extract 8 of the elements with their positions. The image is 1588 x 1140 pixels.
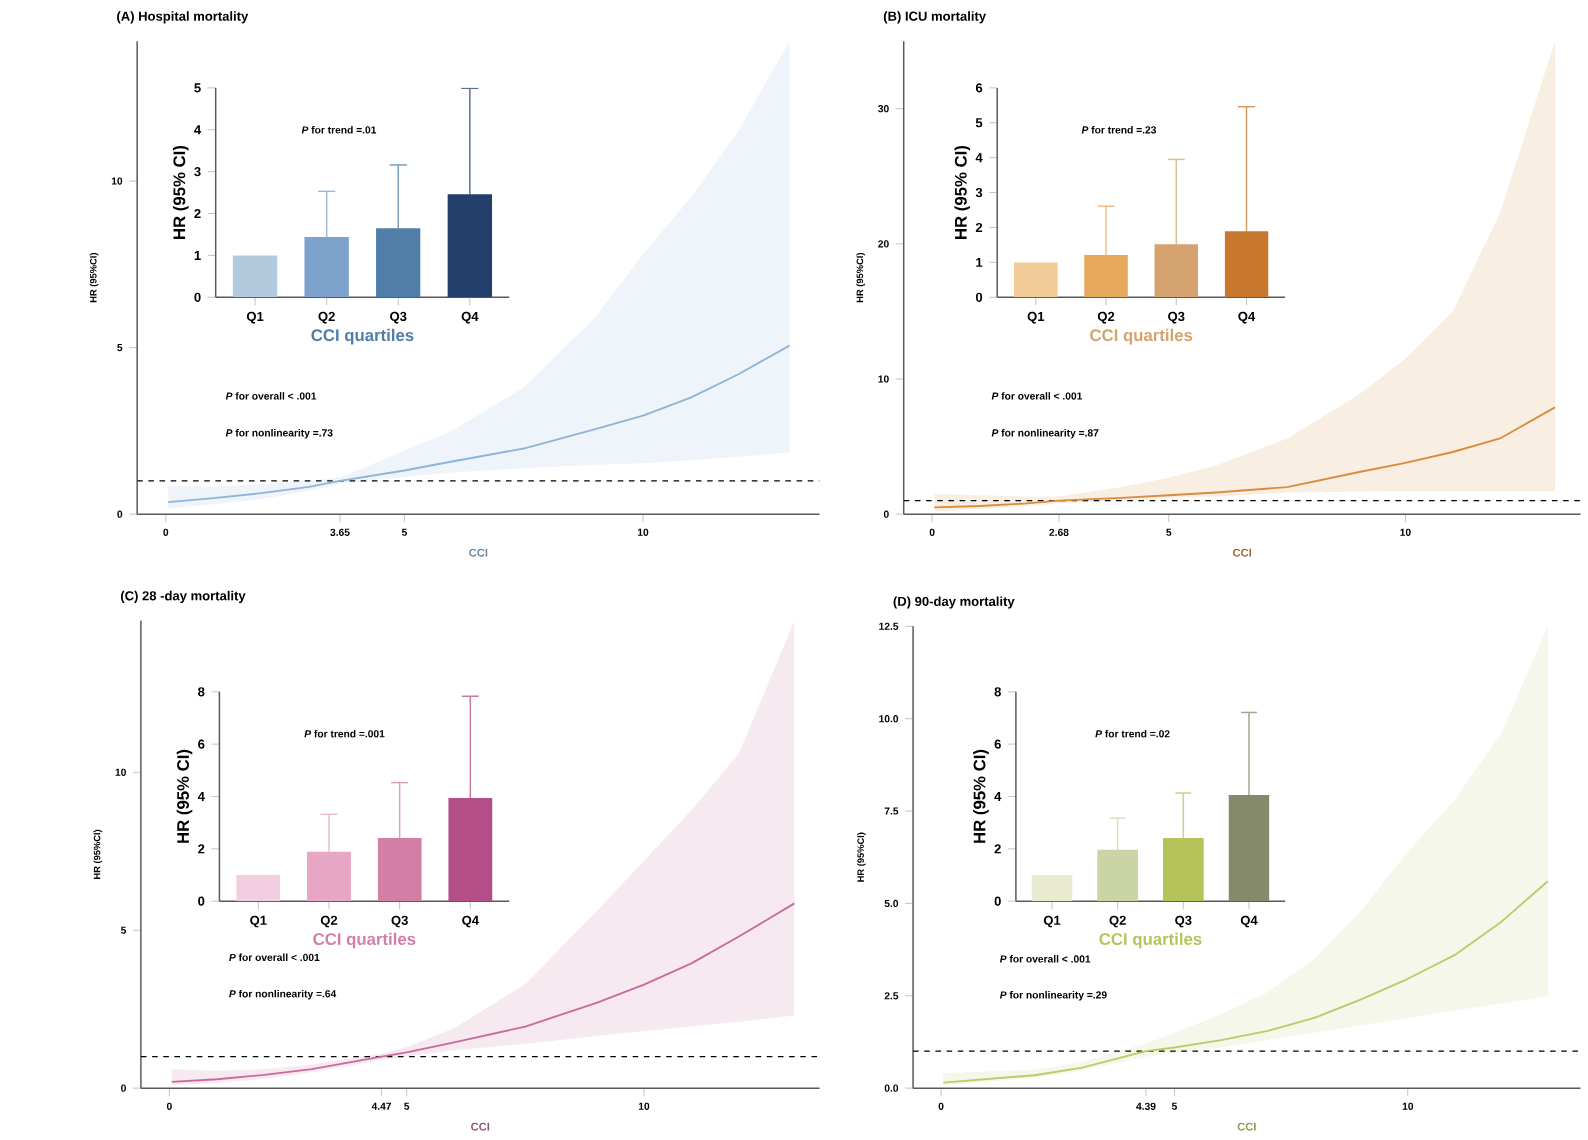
x-axis-title: CCI quartiles [1099,932,1202,949]
y-axis-title: HR (95% CI) [176,749,193,843]
y-axis-title: HR (95% CI) [954,145,971,239]
x-axis-title: CCI quartiles [313,932,416,949]
y-axis-title: HR (95% CI) [172,145,189,239]
x-axis-title: CCI quartiles [1090,328,1193,345]
y-axis-title: HR (95% CI) [973,749,989,843]
x-axis-title: CCI quartiles [311,328,414,345]
